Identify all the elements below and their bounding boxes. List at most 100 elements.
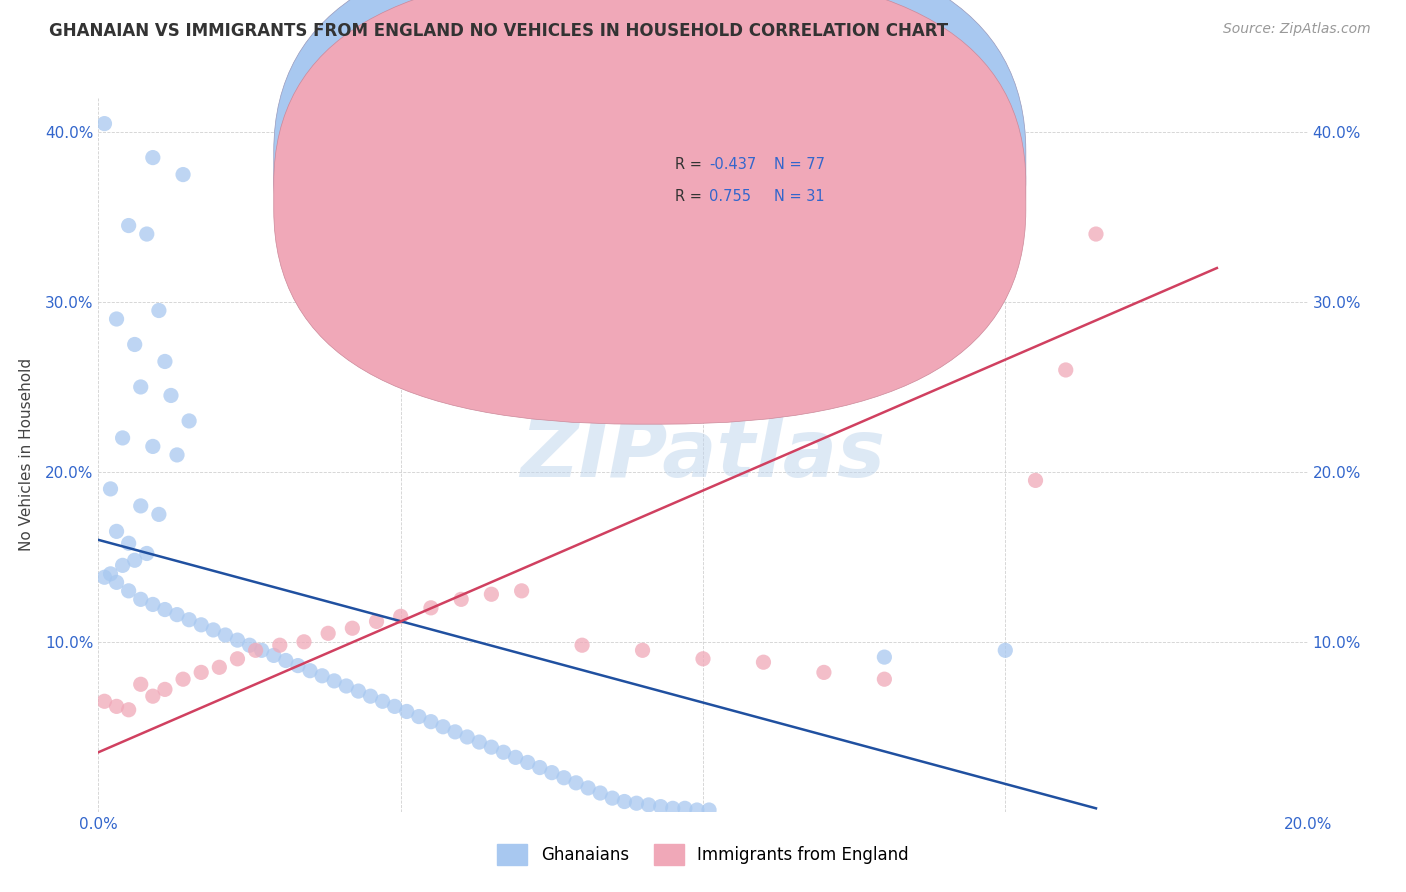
Point [100, 566, 122, 581]
Point [347, 684, 370, 698]
Point [553, 771, 575, 785]
Y-axis label: No Vehicles in Household: No Vehicles in Household [18, 359, 34, 551]
Point [263, 648, 285, 663]
Point [118, 583, 141, 598]
Point [111, 431, 134, 445]
Point [323, 673, 346, 688]
Point [492, 745, 515, 759]
Point [100, 482, 122, 496]
Point [160, 388, 183, 402]
Point [142, 151, 165, 165]
Point [118, 536, 141, 550]
Point [274, 653, 297, 667]
Point [692, 652, 714, 666]
Point [468, 735, 491, 749]
Point [873, 672, 896, 686]
Text: Source: ZipAtlas.com: Source: ZipAtlas.com [1223, 22, 1371, 37]
Point [214, 628, 236, 642]
Text: -0.437: -0.437 [709, 157, 756, 172]
Point [93, 570, 115, 584]
Point [129, 677, 152, 691]
Point [481, 740, 503, 755]
Point [540, 765, 562, 780]
FancyBboxPatch shape [274, 0, 1026, 392]
Point [408, 709, 430, 723]
Point [510, 583, 533, 598]
Point [316, 626, 339, 640]
Text: N = 31: N = 31 [775, 189, 825, 204]
Point [105, 524, 128, 539]
Point [662, 801, 685, 815]
Point [673, 801, 696, 815]
Text: ZIPatlas: ZIPatlas [520, 416, 886, 494]
Point [118, 703, 141, 717]
Point [105, 699, 128, 714]
Point [456, 730, 478, 744]
Point [129, 499, 152, 513]
Point [576, 780, 599, 795]
Point [269, 638, 291, 652]
Point [523, 371, 546, 385]
Point [250, 643, 273, 657]
Text: GHANAIAN VS IMMIGRANTS FROM ENGLAND NO VEHICLES IN HOUSEHOLD CORRELATION CHART: GHANAIAN VS IMMIGRANTS FROM ENGLAND NO V… [49, 22, 948, 40]
Text: 0.755: 0.755 [709, 189, 751, 204]
Point [450, 592, 472, 607]
Point [686, 803, 709, 817]
Point [135, 546, 157, 560]
Legend: Ghanaians, Immigrants from England: Ghanaians, Immigrants from England [491, 838, 915, 871]
Point [366, 615, 388, 629]
Point [105, 575, 128, 590]
Point [432, 720, 454, 734]
Point [335, 679, 357, 693]
Point [602, 791, 624, 805]
Point [360, 689, 382, 703]
Point [342, 621, 364, 635]
Point [589, 786, 612, 800]
Point [135, 227, 157, 241]
Point [179, 613, 201, 627]
Point [202, 623, 225, 637]
Point [873, 650, 896, 665]
Point [529, 760, 551, 774]
Point [516, 756, 538, 770]
Text: R =: R = [675, 189, 711, 204]
Point [389, 609, 412, 624]
Point [637, 797, 659, 812]
Text: R =: R = [675, 157, 707, 172]
Point [697, 803, 720, 817]
Point [505, 750, 527, 764]
Point [752, 655, 775, 669]
Point [444, 724, 467, 739]
Point [142, 689, 165, 703]
Text: N = 77: N = 77 [775, 157, 825, 172]
Point [124, 553, 146, 567]
Point [420, 600, 443, 615]
Point [93, 117, 115, 131]
Point [105, 312, 128, 326]
Point [93, 694, 115, 708]
Point [148, 303, 170, 318]
Point [481, 587, 503, 601]
Point [190, 665, 212, 680]
Point [420, 714, 443, 729]
Point [226, 633, 249, 648]
Point [311, 669, 333, 683]
Point [1054, 363, 1077, 377]
Point [142, 439, 165, 453]
Point [148, 508, 170, 522]
Point [631, 643, 654, 657]
FancyBboxPatch shape [274, 0, 1026, 425]
Point [153, 682, 176, 697]
Point [813, 665, 835, 680]
Point [124, 337, 146, 351]
Point [179, 414, 201, 428]
Point [208, 660, 231, 674]
Point [153, 354, 176, 368]
Point [111, 558, 134, 573]
Point [292, 635, 315, 649]
Point [1024, 474, 1046, 488]
Point [118, 219, 141, 233]
Point [239, 638, 262, 652]
FancyBboxPatch shape [619, 137, 884, 212]
Point [565, 776, 588, 790]
